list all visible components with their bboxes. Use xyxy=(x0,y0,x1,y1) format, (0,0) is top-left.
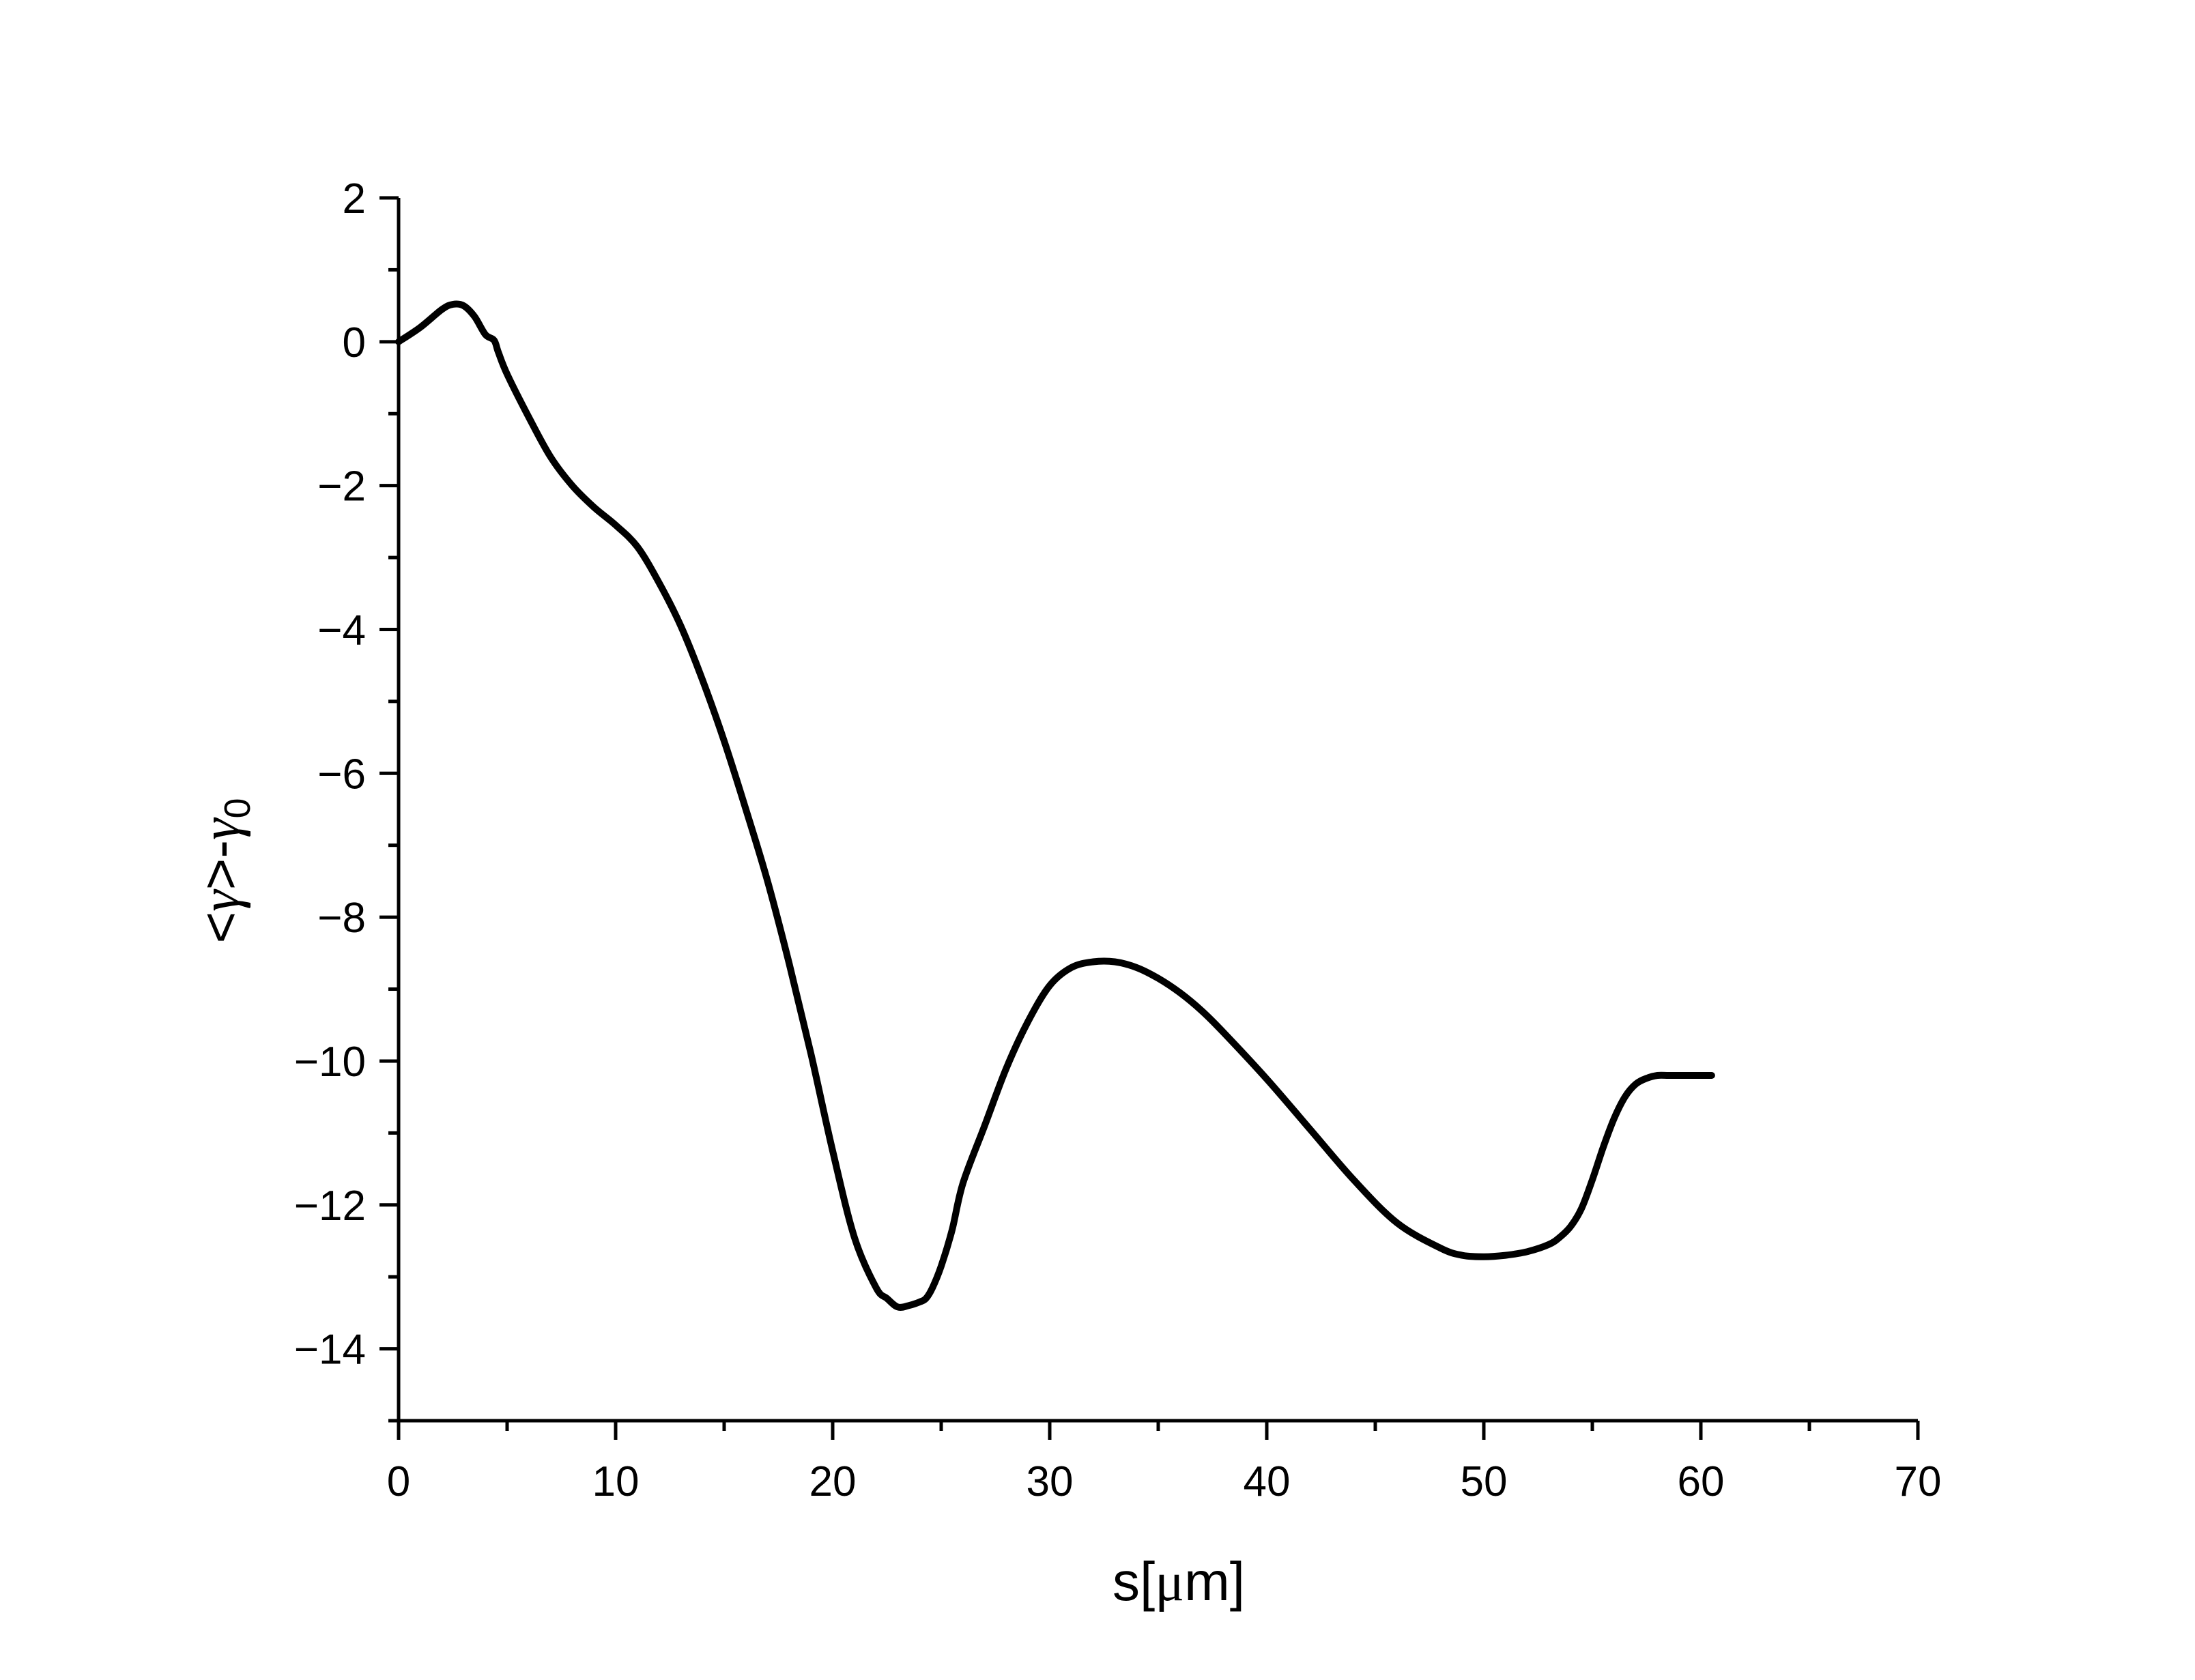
y-axis-title-gamma0: γ xyxy=(191,817,251,840)
x-tick-label: 20 xyxy=(809,1458,857,1505)
x-tick-label: 70 xyxy=(1895,1458,1942,1505)
x-axis-title: s[μm] xyxy=(1113,1551,1245,1612)
x-ticks: 0 10 20 30 40 50 60 70 xyxy=(387,1421,1942,1505)
x-axis-title-prefix: s[ xyxy=(1113,1551,1155,1612)
plot-area: 20−2−4−6−8−10−12−14 0 10 20 30 40 50 60 70 xyxy=(294,175,1942,1505)
y-tick-label: 2 xyxy=(343,175,366,222)
y-axis-title-gamma: γ xyxy=(191,888,251,912)
x-axis-title-suffix: m] xyxy=(1184,1551,1245,1612)
x-tick-label: 40 xyxy=(1244,1458,1291,1505)
y-tick-label: 0 xyxy=(343,319,366,366)
series-line xyxy=(395,300,1715,1312)
x-tick-label: 50 xyxy=(1461,1458,1508,1505)
x-tick-label: 60 xyxy=(1678,1458,1725,1505)
x-tick-label: 0 xyxy=(387,1458,410,1505)
x-tick-label: 10 xyxy=(592,1458,640,1505)
y-ticks: 2 0 −2 −4 −6 −8 −10 −12 −14 xyxy=(294,175,399,1423)
y-tick-label: −12 xyxy=(294,1183,366,1230)
y-tick-label: −10 xyxy=(294,1039,366,1086)
y-axis-title: <γ>-γ0 xyxy=(190,798,258,943)
y-tick-label: −4 xyxy=(317,607,366,654)
series-layer xyxy=(395,300,1715,1312)
y-tick-label: −14 xyxy=(294,1327,366,1374)
y-tick-label: −6 xyxy=(317,751,366,798)
y-axis-title-open: < xyxy=(190,912,250,944)
y-axis-title-close: >- xyxy=(190,840,250,890)
x-axis-title-unit: μ xyxy=(1155,1552,1184,1612)
y-axis-title-subscript: 0 xyxy=(217,798,258,818)
y-tick-label: −2 xyxy=(317,463,366,510)
x-tick-label: 30 xyxy=(1027,1458,1074,1505)
y-tick-label: −8 xyxy=(317,895,366,942)
